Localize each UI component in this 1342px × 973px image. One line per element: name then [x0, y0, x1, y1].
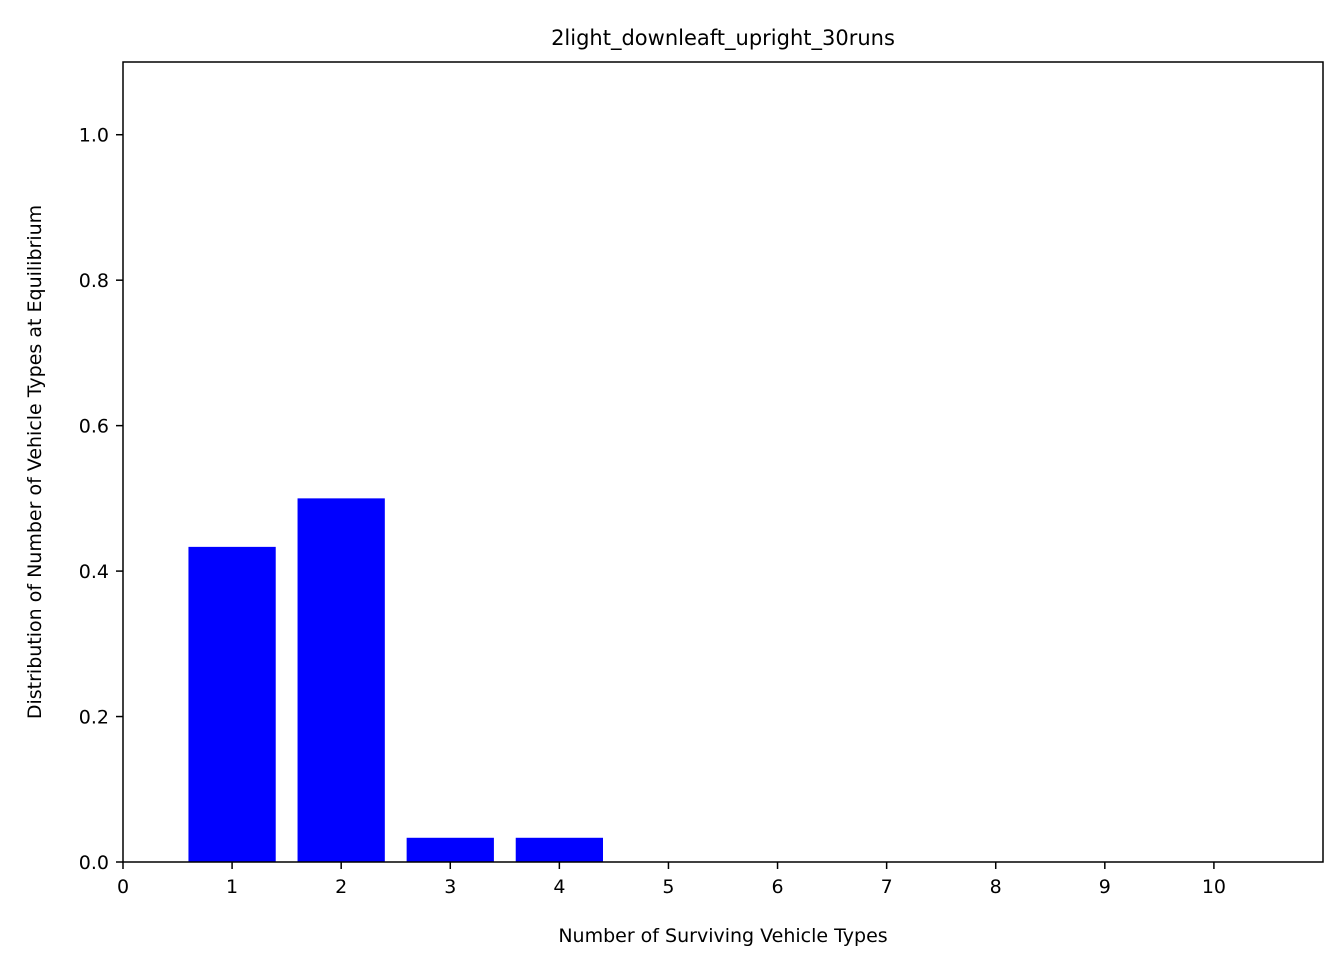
- x-tick-label: 2: [335, 876, 347, 898]
- bars-layer: [188, 498, 603, 862]
- y-tick-label: 0.6: [79, 416, 109, 438]
- x-tick-label: 0: [117, 876, 129, 898]
- y-tick-label: 1.0: [79, 125, 109, 147]
- x-tick-label: 8: [990, 876, 1002, 898]
- bar-2: [297, 498, 385, 862]
- plot-frame: [122, 61, 1324, 863]
- x-tick-label: 4: [553, 876, 565, 898]
- chart-title: 2light_downleaft_upright_30runs: [551, 26, 895, 51]
- x-axis-label: Number of Surviving Vehicle Types: [558, 925, 887, 947]
- x-tick-label: 3: [444, 876, 456, 898]
- bar-3: [406, 837, 494, 862]
- bar-1: [188, 546, 276, 862]
- y-tick-label: 0.8: [79, 270, 109, 292]
- x-tick-label: 10: [1202, 876, 1226, 898]
- x-tick-label: 9: [1099, 876, 1111, 898]
- y-axis-label: Distribution of Number of Vehicle Types …: [24, 205, 46, 719]
- x-tick-label: 6: [771, 876, 783, 898]
- x-tick-label: 5: [662, 876, 674, 898]
- y-tick-label: 0.2: [79, 707, 109, 729]
- x-axis: 0 1 2 3 4 5 6 7 8 9 10: [117, 862, 1226, 898]
- x-tick-label: 1: [226, 876, 238, 898]
- y-tick-label: 0.4: [79, 561, 109, 583]
- bar-4: [515, 837, 603, 862]
- x-tick-label: 7: [881, 876, 893, 898]
- y-axis: 0.0 0.2 0.4 0.6 0.8 1.0: [79, 125, 123, 874]
- y-tick-label: 0.0: [79, 852, 109, 874]
